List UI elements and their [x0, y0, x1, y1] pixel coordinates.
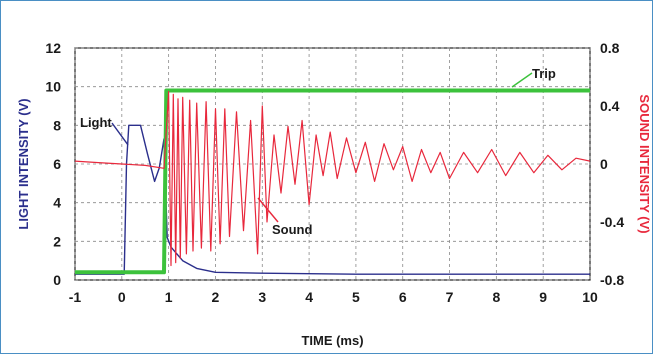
y-left-tick-label: 2	[53, 233, 61, 249]
x-tick-label: 10	[582, 289, 598, 305]
x-tick-label: 1	[165, 289, 173, 305]
x-tick-label: 0	[118, 289, 126, 305]
y-right-tick-label: -0.4	[600, 214, 624, 230]
x-tick-label: -1	[69, 289, 82, 305]
x-axis-label: TIME (ms)	[301, 333, 363, 348]
y-left-tick-label: 4	[53, 195, 61, 211]
y-right-tick-label: -0.8	[600, 272, 624, 288]
x-tick-label: 5	[352, 289, 360, 305]
x-tick-label: 7	[446, 289, 454, 305]
grid-lines	[74, 47, 591, 281]
series-layer	[74, 88, 591, 275]
y-right-tick-label: 0.4	[600, 98, 620, 114]
y-right-tick-label: 0	[600, 156, 608, 172]
x-tick-label: 2	[212, 289, 220, 305]
series-line-sound	[74, 90, 591, 267]
annotations: Light Sound Trip	[80, 66, 556, 237]
y-axis-label-left: LIGHT INTENSITY (V)	[16, 98, 31, 229]
y-left-tick-label: 8	[53, 117, 61, 133]
x-tick-label: 6	[399, 289, 407, 305]
annotation-leader-light	[111, 122, 129, 146]
annotation-leader-trip	[511, 72, 533, 88]
axis-labels: TIME (ms) LIGHT INTENSITY (V) SOUND INTE…	[16, 94, 652, 348]
y-axis-label-right: SOUND INTENSITY (V)	[637, 94, 652, 233]
y-left-tick-label: 6	[53, 156, 61, 172]
x-tick-label: 8	[492, 289, 500, 305]
y-left-tick-label: 0	[53, 272, 61, 288]
annotation-sound: Sound	[272, 222, 312, 237]
y-left-tick-label: 10	[45, 79, 61, 95]
annotation-light: Light	[80, 115, 112, 130]
series-line-trip	[75, 88, 590, 275]
y-left-tick-label: 12	[45, 40, 61, 56]
y-right-tick-label: 0.8	[600, 40, 620, 56]
x-tick-label: 3	[258, 289, 266, 305]
x-tick-label: 9	[539, 289, 547, 305]
x-tick-label: 4	[305, 289, 313, 305]
annotation-leader-sound	[257, 197, 279, 223]
annotation-trip: Trip	[532, 66, 556, 81]
